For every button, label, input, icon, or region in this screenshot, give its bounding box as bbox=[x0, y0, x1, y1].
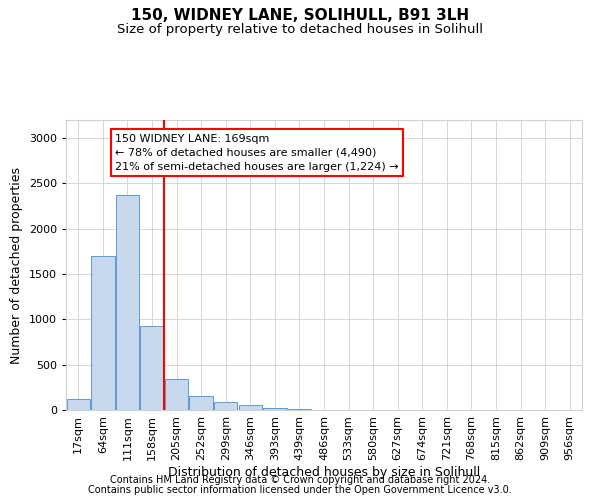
Bar bbox=[263, 408, 287, 410]
Text: Contains HM Land Registry data © Crown copyright and database right 2024.: Contains HM Land Registry data © Crown c… bbox=[110, 475, 490, 485]
Bar bbox=[91, 256, 115, 410]
Bar bbox=[67, 399, 90, 410]
Y-axis label: Number of detached properties: Number of detached properties bbox=[10, 166, 23, 364]
Bar bbox=[116, 195, 139, 410]
Text: Size of property relative to detached houses in Solihull: Size of property relative to detached ho… bbox=[117, 22, 483, 36]
Bar bbox=[190, 396, 213, 410]
Text: 150 WIDNEY LANE: 169sqm
← 78% of detached houses are smaller (4,490)
21% of semi: 150 WIDNEY LANE: 169sqm ← 78% of detache… bbox=[115, 134, 399, 172]
X-axis label: Distribution of detached houses by size in Solihull: Distribution of detached houses by size … bbox=[168, 466, 480, 478]
Bar bbox=[214, 402, 238, 410]
Bar bbox=[165, 378, 188, 410]
Text: Contains public sector information licensed under the Open Government Licence v3: Contains public sector information licen… bbox=[88, 485, 512, 495]
Bar bbox=[140, 326, 164, 410]
Bar bbox=[239, 406, 262, 410]
Bar bbox=[288, 409, 311, 410]
Text: 150, WIDNEY LANE, SOLIHULL, B91 3LH: 150, WIDNEY LANE, SOLIHULL, B91 3LH bbox=[131, 8, 469, 22]
